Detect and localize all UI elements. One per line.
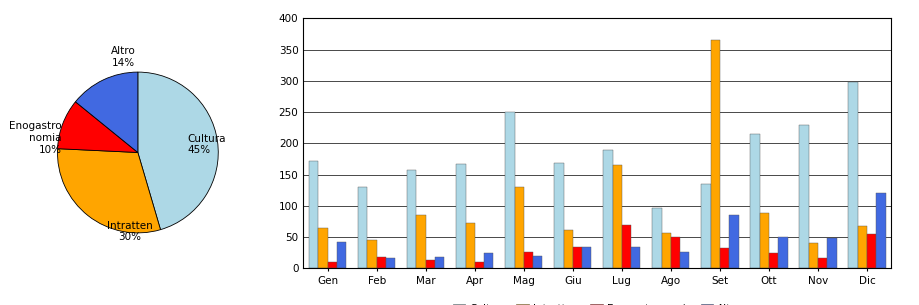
Bar [867,234,876,268]
Bar [876,193,886,268]
Bar [386,258,395,268]
Bar [484,253,494,268]
Bar [319,228,328,268]
Bar [435,257,445,268]
Bar [573,246,582,268]
Bar [563,230,573,268]
Bar [750,134,760,268]
Wedge shape [138,72,218,230]
Bar [701,184,710,268]
Bar [515,187,524,268]
Bar [309,161,319,268]
Bar [582,246,592,268]
Bar [368,240,377,268]
Bar [800,124,809,268]
Text: Enogastro
nomia
10%: Enogastro nomia 10% [9,121,62,155]
Wedge shape [58,102,138,152]
Bar [710,40,720,268]
Wedge shape [75,72,138,152]
Bar [729,215,739,268]
Text: Cultura
45%: Cultura 45% [187,134,226,155]
Bar [358,187,368,268]
Bar [475,262,484,268]
Bar [662,233,671,268]
Bar [778,237,788,268]
Bar [554,163,563,268]
Bar [425,260,435,268]
Bar [848,82,857,268]
Bar [671,237,680,268]
Wedge shape [58,149,161,233]
Bar [613,165,622,268]
Text: Intratten
30%: Intratten 30% [107,221,153,242]
Bar [466,223,475,268]
Bar [505,112,515,268]
Bar [680,252,689,268]
Bar [337,242,346,268]
Text: Altro
14%: Altro 14% [111,46,136,68]
Bar [328,262,337,268]
Bar [533,256,542,268]
Legend: Cultura, Intratten., Enogastronomia, Altro: Cultura, Intratten., Enogastronomia, Alt… [448,300,746,305]
Bar [407,170,416,268]
Bar [631,246,641,268]
Bar [760,214,769,268]
Bar [769,253,778,268]
Bar [857,226,867,268]
Bar [377,257,386,268]
Bar [652,208,662,268]
Bar [827,239,836,268]
Bar [416,215,425,268]
Bar [818,258,827,268]
Bar [524,252,533,268]
Bar [809,243,818,268]
Bar [720,248,729,268]
Bar [622,224,631,268]
Bar [456,164,466,268]
Bar [603,149,613,268]
